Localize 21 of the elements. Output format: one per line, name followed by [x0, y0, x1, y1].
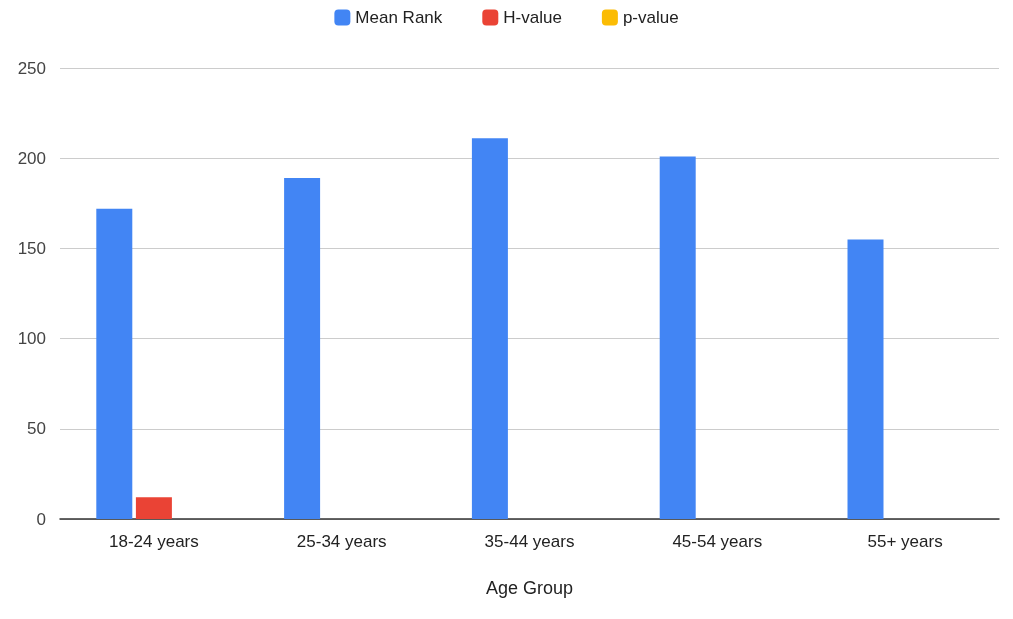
- y-tick-label: 250: [17, 58, 46, 78]
- y-tick-label: 0: [36, 509, 46, 529]
- legend-label: H-value: [503, 8, 562, 27]
- y-tick-label: 100: [17, 329, 46, 349]
- x-tick-label: 25-34 years: [296, 532, 387, 551]
- bar: [659, 156, 696, 519]
- bar: [284, 178, 321, 519]
- y-tick-label: 50: [27, 419, 46, 439]
- x-tick-label: 18-24 years: [109, 532, 199, 551]
- legend-label: Mean Rank: [355, 8, 443, 27]
- x-tick-label: 45-54 years: [672, 532, 763, 551]
- bar: [96, 208, 133, 519]
- x-tick-label: 35-44 years: [484, 532, 575, 551]
- bar: [847, 239, 884, 519]
- bar: [135, 497, 172, 519]
- bar: [471, 138, 508, 519]
- y-tick-label: 150: [17, 238, 46, 258]
- x-tick-label: 55+ years: [867, 532, 943, 551]
- legend-label: p-value: [622, 8, 679, 27]
- x-axis-title: Age Group: [485, 578, 574, 598]
- y-tick-label: 200: [17, 148, 46, 168]
